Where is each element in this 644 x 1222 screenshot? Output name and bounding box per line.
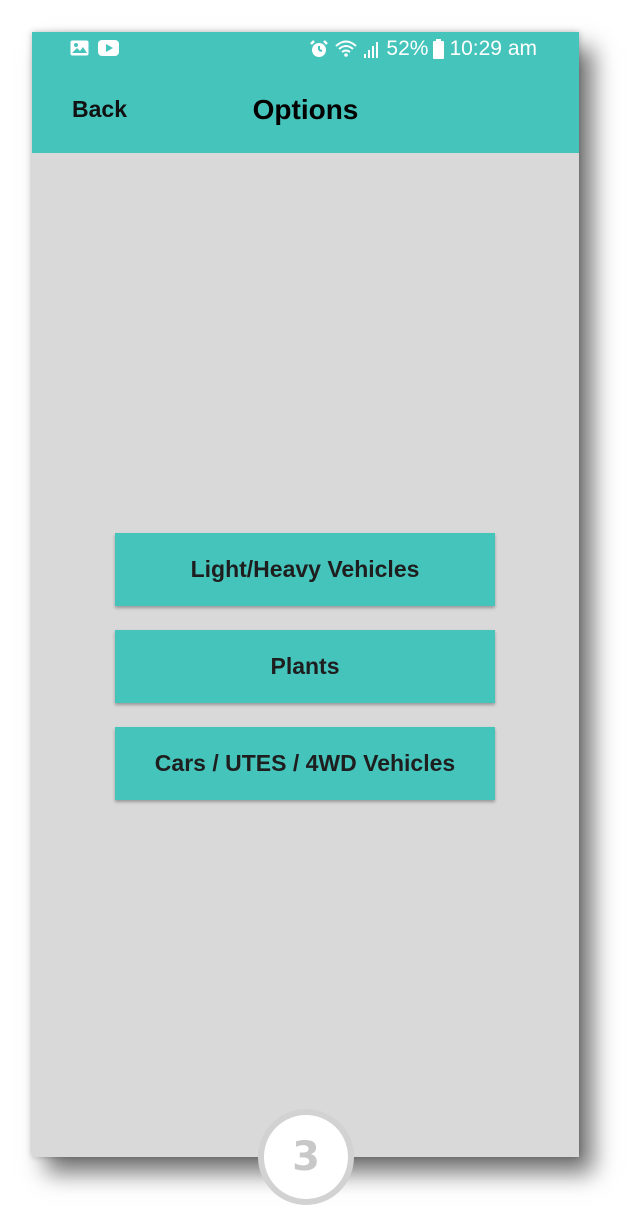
options-list: Light/Heavy Vehicles Plants Cars / UTES … — [115, 533, 495, 824]
app-header: 52% 10:29 am Back Options — [32, 32, 579, 153]
status-bar: 52% 10:29 am — [32, 32, 579, 68]
battery-icon — [433, 39, 445, 59]
signal-icon — [363, 39, 381, 59]
alarm-icon — [309, 39, 329, 59]
nav-bar: Back Options — [32, 76, 579, 146]
status-time: 10:29 am — [449, 37, 537, 60]
page-title: Options — [252, 94, 359, 125]
battery-percent: 52% — [386, 37, 429, 60]
status-left — [70, 40, 119, 56]
cars-utes-4wd-button[interactable]: Cars / UTES / 4WD Vehicles — [115, 727, 495, 800]
back-button[interactable]: Back — [72, 96, 127, 122]
step-badge: 3 — [258, 1109, 354, 1205]
status-right: 52% 10:29 am — [309, 37, 537, 61]
wifi-icon — [334, 39, 358, 59]
gallery-icon — [70, 40, 89, 56]
light-heavy-vehicles-button[interactable]: Light/Heavy Vehicles — [115, 533, 495, 606]
plants-button[interactable]: Plants — [115, 630, 495, 703]
youtube-icon — [98, 40, 119, 56]
phone-screen: 52% 10:29 am Back Options Light/Heavy Ve… — [32, 32, 579, 1157]
